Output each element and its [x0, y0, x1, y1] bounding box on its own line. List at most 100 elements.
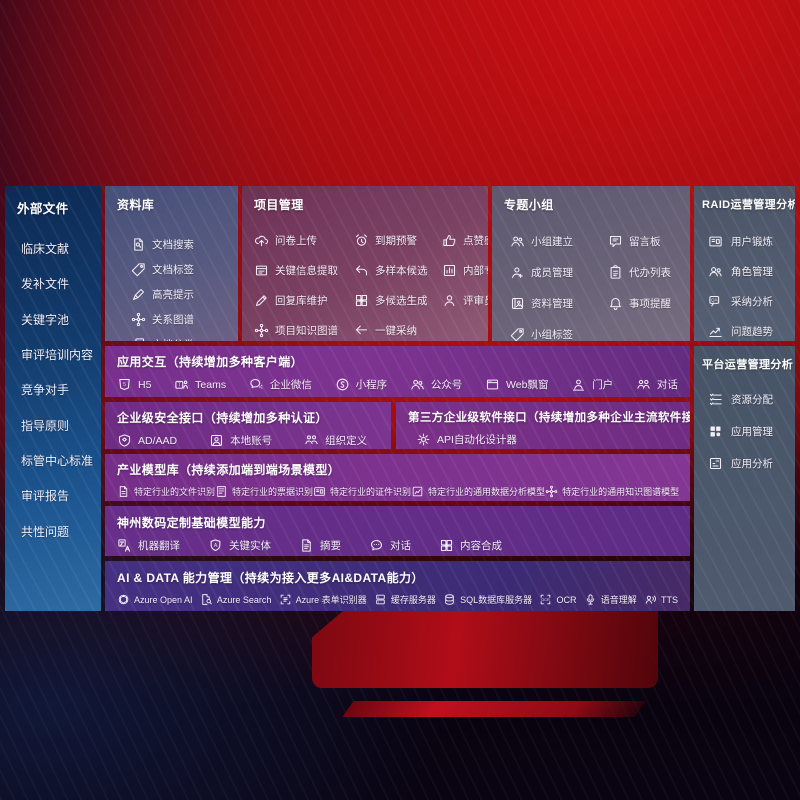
web-window-icon	[485, 377, 500, 392]
feature-item: 特定行业的通用数据分析模型	[411, 485, 545, 498]
pencil-icon	[254, 293, 269, 308]
wechat-work-icon	[249, 377, 264, 392]
feature-label: 关键信息提取	[275, 265, 338, 277]
feature-item: 事项提醒	[608, 296, 690, 311]
feature-label: 用户锻炼	[731, 236, 773, 248]
panel-title: 平台运营管理分析	[702, 359, 794, 371]
feature-item: 特定行业的票据识别	[215, 485, 313, 498]
feature-item: 留言板	[608, 234, 690, 249]
feature-label: 特定行业的通用知识图谱模型	[562, 487, 680, 497]
panel-topic-groups: 专题小组 小组建立 留言板 成员管理 代办列表 资料管理 事项提醒 小组标签	[492, 186, 690, 341]
feature-item: 应用分析	[708, 456, 795, 471]
data-analysis-model-icon	[411, 485, 424, 498]
feature-item: T Teams	[174, 377, 226, 392]
panel-raid-analysis: RAID运营管理分析 用户锻炼 角色管理 QA 采纳分析 问题趋势	[694, 186, 795, 341]
feature-label: 点赞感谢	[463, 235, 488, 247]
feature-item: Azure 表单识别器	[279, 593, 367, 606]
bell-icon	[608, 296, 623, 311]
app-report-icon	[708, 456, 723, 471]
highlight-pen-icon	[131, 287, 146, 302]
feature-item: 项目知识图谱	[254, 323, 354, 338]
feature-item: 小组建立	[510, 234, 608, 249]
feature-item: 资料管理	[510, 296, 608, 311]
speech-icon	[584, 593, 597, 606]
feature-label: 特定行业的证件识别	[330, 487, 412, 497]
sidebar-item: 竞争对手	[5, 372, 101, 407]
alarm-icon	[354, 233, 369, 248]
feature-label: 小程序	[355, 379, 388, 391]
translate-icon	[117, 538, 132, 553]
feature-item: 角色管理	[708, 264, 795, 279]
feature-item: 关键信息提取	[254, 263, 354, 278]
feature-item: 特定行业的证件识别	[313, 485, 411, 498]
feature-item: 文档搜索	[131, 237, 238, 252]
feature-item: AD/AAD	[117, 433, 177, 448]
feature-label: Web飘窗	[506, 379, 549, 391]
openai-icon	[117, 593, 130, 606]
sidebar-item: 关键字池	[5, 302, 101, 337]
api-gear-icon	[416, 432, 431, 447]
bill-recognition-icon	[215, 485, 228, 498]
feature-label: 企业微信	[269, 379, 312, 391]
feature-label: 机器翻译	[138, 540, 180, 552]
feature-item: 摘要	[299, 538, 341, 553]
sql-database-icon	[443, 593, 456, 606]
platform-feature-list: 资源分配 应用管理 应用分析	[708, 392, 795, 471]
feature-label: 公众号	[430, 379, 463, 391]
relation-graph-icon	[545, 485, 558, 498]
feature-label: 关键实体	[229, 540, 271, 552]
raid-feature-list: 用户锻炼 角色管理 QA 采纳分析 问题趋势	[708, 234, 795, 339]
feature-label: 语音理解	[600, 595, 637, 605]
feature-label: 文档分类	[152, 337, 194, 341]
feature-item: 企业微信	[249, 377, 312, 392]
doc-search-icon	[131, 237, 146, 252]
resource-list-icon	[708, 392, 723, 407]
file-recognition-icon	[117, 485, 130, 498]
feature-label: API自动化设计器	[437, 434, 517, 446]
industry-model-list: 特定行业的文件识别 特定行业的票据识别 特定行业的证件识别 特定行业的通用数据分析模型…	[105, 478, 690, 498]
feature-label: 缓存服务器	[390, 595, 436, 605]
h5-icon: 5	[117, 377, 132, 392]
feature-label: H5	[138, 378, 152, 391]
portal-icon	[571, 377, 586, 392]
feature-item: 多候选生成	[354, 293, 442, 308]
feature-item: 小程序	[335, 377, 388, 392]
library-feature-list: 文档搜索文档标签高亮提示关系图谱文档分类	[131, 237, 238, 341]
feature-label: 小组建立	[531, 236, 573, 248]
feature-label: 特定行业的票据识别	[232, 487, 314, 497]
feature-item: 成员管理	[510, 265, 608, 280]
feature-item: 用户锻炼	[708, 234, 795, 249]
feature-label: 资料管理	[531, 298, 573, 310]
feature-item: 特定行业的通用知识图谱模型	[545, 485, 679, 498]
feature-item: 问题趋势	[708, 324, 795, 339]
feature-item: SQL数据库服务器	[443, 593, 532, 606]
row-title: 应用交互（持续增加多种客户端）	[117, 355, 304, 369]
feature-label: SQL数据库服务器	[460, 595, 533, 605]
feature-item: 内容合成	[439, 538, 502, 553]
doc-extract-icon	[254, 263, 269, 278]
panel-title: 资料库	[117, 198, 155, 212]
feature-item: TTS	[644, 593, 678, 606]
svg-text:T: T	[178, 383, 181, 389]
row-title: 企业级安全接口（持续增加多种认证）	[117, 411, 328, 425]
feature-label: 文档标签	[152, 264, 194, 276]
org-people-icon	[304, 433, 319, 448]
feature-label: Azure 表单识别器	[295, 595, 367, 605]
feature-item: Azure Search	[200, 593, 271, 606]
feature-label: 高亮提示	[152, 289, 194, 301]
summary-doc-icon	[299, 538, 314, 553]
feature-label: 对话	[656, 379, 678, 391]
azure-search-icon	[200, 593, 213, 606]
sidebar-item-label: 审评培训内容	[21, 348, 94, 363]
row-title: 产业模型库（持续添加端到端场景模型）	[117, 463, 341, 477]
feature-label: 内容合成	[460, 540, 502, 552]
relation-graph-icon	[131, 312, 146, 327]
cache-server-icon	[374, 593, 387, 606]
sidebar-item-label: 指导原则	[21, 418, 70, 433]
svg-text:QA: QA	[711, 298, 717, 303]
security-list: AD/AAD 本地账号 组织定义	[105, 426, 391, 448]
dialog-icon	[636, 377, 651, 392]
feature-item: OCR OCR	[539, 593, 576, 606]
feature-label: 多候选生成	[375, 295, 428, 307]
